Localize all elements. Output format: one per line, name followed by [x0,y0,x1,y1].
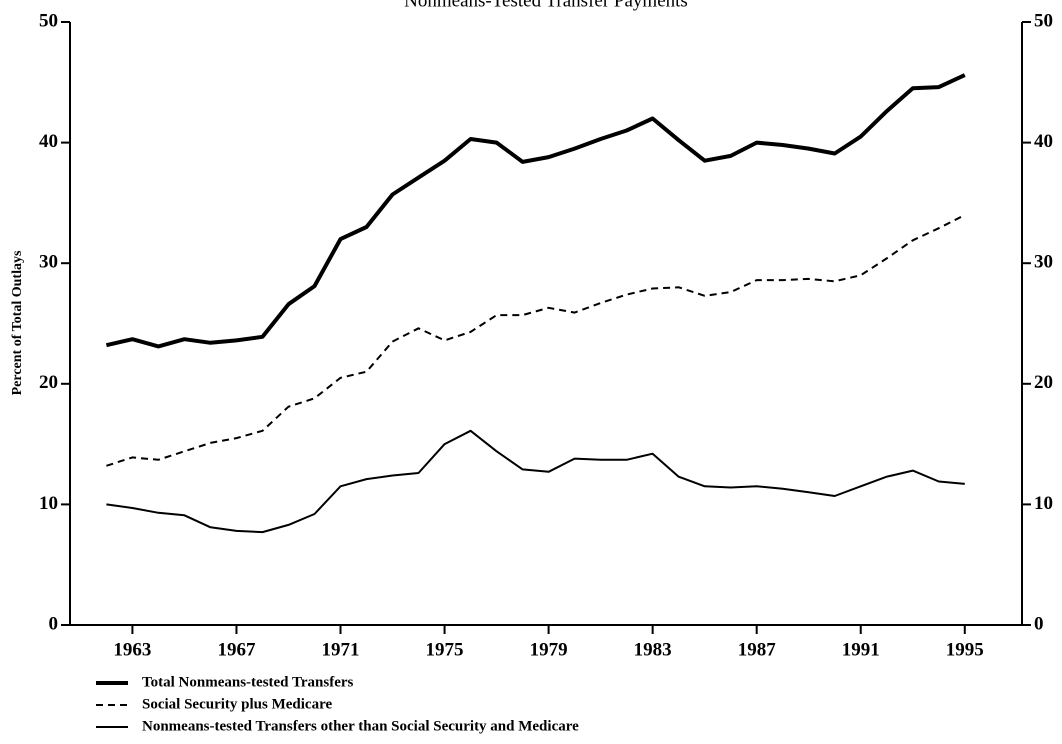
y2-tick-label: 0 [1034,613,1044,634]
x-tick-label: 1963 [113,639,151,660]
axes [69,22,1023,626]
series-line [106,214,966,467]
x-tick-label: 1975 [426,639,464,660]
y2-tick-label: 50 [1034,10,1053,31]
y2-tick-label: 10 [1034,493,1053,514]
y2-tick-label: 30 [1034,252,1053,273]
y-tick-label: 40 [39,131,58,152]
x-tick-label: 1991 [842,639,880,660]
legend-label: Social Security plus Medicare [142,696,332,712]
chart-title: Nonmeans-Tested Transfer Payments [404,0,688,11]
x-tick-label: 1995 [946,639,984,660]
legend-label: Total Nonmeans-tested Transfers [142,674,354,690]
series-line [106,429,965,534]
y-axis-label: Percent of Total Outlays [10,250,25,395]
y-tick-label: 10 [39,493,58,514]
x-tick-label: 1971 [322,639,360,660]
x-tick-label: 1983 [634,639,672,660]
x-tick-label: 1987 [738,639,777,660]
x-tick-label: 1979 [530,639,568,660]
y-tick-label: 30 [39,252,58,273]
y2-tick-label: 20 [1034,372,1053,393]
x-tick-label: 1967 [217,639,256,660]
series-line [105,73,966,349]
y-tick-label: 50 [39,10,58,31]
y-tick-label: 0 [49,613,59,634]
y-tick-label: 20 [39,372,58,393]
y2-tick-label: 40 [1034,131,1053,152]
legend-label: Nonmeans-tested Transfers other than Soc… [142,718,579,734]
